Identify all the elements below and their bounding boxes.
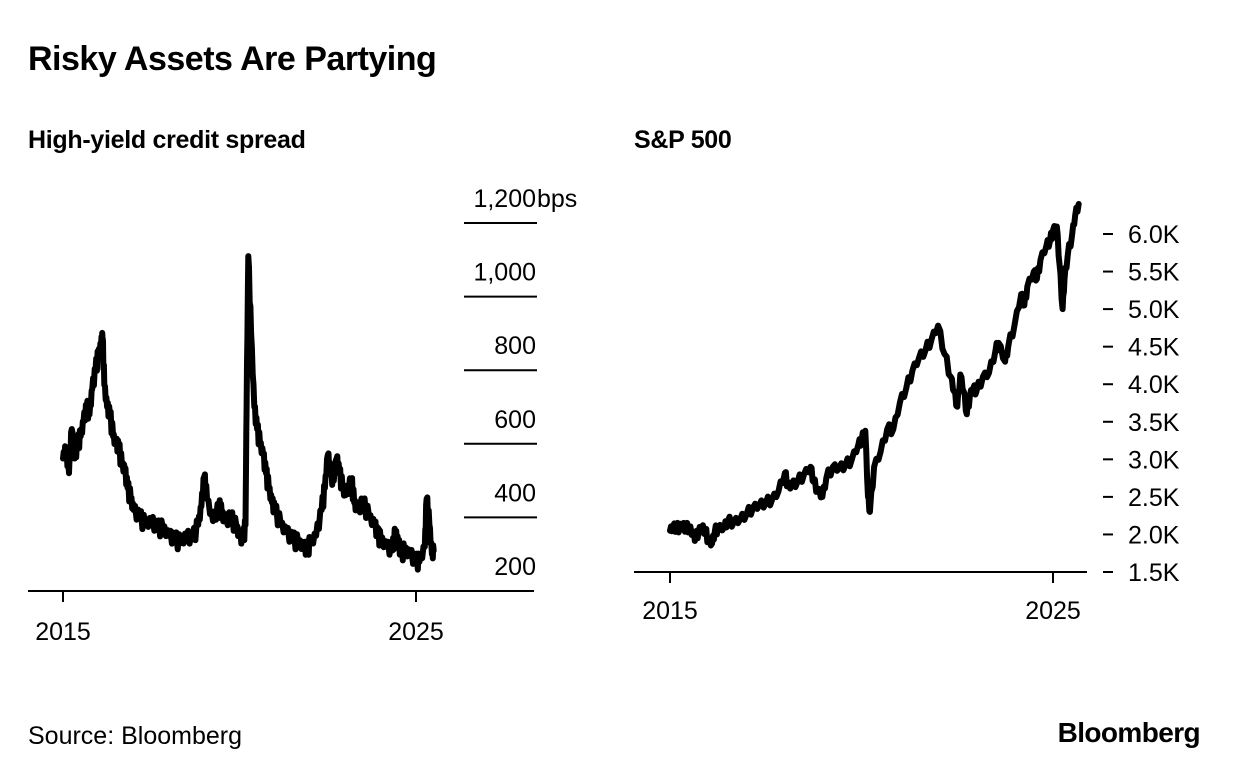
sp500-x-tick-label: 2025	[1025, 597, 1081, 625]
source-note: Source: Bloomberg	[28, 722, 243, 750]
spread-y-tick-label: 800	[494, 332, 536, 360]
sp500-y-tick-label: 4.0K	[1128, 371, 1180, 399]
sp500-y-tick-label: 2.0K	[1128, 521, 1180, 549]
sp500-y-tick-label: 4.5K	[1128, 334, 1180, 362]
sp500-chart-title: S&P 500	[634, 126, 732, 154]
spread-y-tick-label: 1,200	[473, 185, 536, 213]
bloomberg-logo: Bloomberg	[1057, 717, 1201, 748]
spread-chart: 200 400 600 800 1,000 1,200 bps 2015 2025	[28, 185, 577, 646]
spread-x-tick-label: 2015	[35, 618, 91, 646]
chart-title: Risky Assets Are Partying	[28, 40, 437, 78]
sp500-y-tick-label: 6.0K	[1128, 221, 1180, 249]
sp500-y-tick-label: 5.5K	[1128, 259, 1180, 287]
sp500-y-tick-label: 5.0K	[1128, 296, 1180, 324]
sp500-y-tick-label: 1.5K	[1128, 559, 1180, 587]
spread-y-tick-label: 1,000	[473, 259, 536, 287]
spread-y-tick-label: 200	[494, 553, 536, 581]
sp500-series-line	[667, 201, 1082, 549]
sp500-x-tick-label: 2015	[642, 597, 698, 625]
spread-y-unit-label: bps	[537, 185, 577, 213]
sp500-y-tick-label: 2.5K	[1128, 484, 1180, 512]
spread-chart-title: High-yield credit spread	[28, 126, 306, 154]
sp500-y-tick-label: 3.0K	[1128, 446, 1180, 474]
spread-series-line	[60, 253, 437, 573]
sp500-chart: 1.5K 2.0K 2.5K 3.0K 3.5K 4.0K 4.5K 5.0K 5.5K 6.0K…	[634, 201, 1180, 625]
spread-y-tick-label: 600	[494, 406, 536, 434]
spread-x-tick-label: 2025	[388, 618, 444, 646]
sp500-y-tick-label: 3.5K	[1128, 409, 1180, 437]
spread-y-tick-label: 400	[494, 479, 536, 507]
